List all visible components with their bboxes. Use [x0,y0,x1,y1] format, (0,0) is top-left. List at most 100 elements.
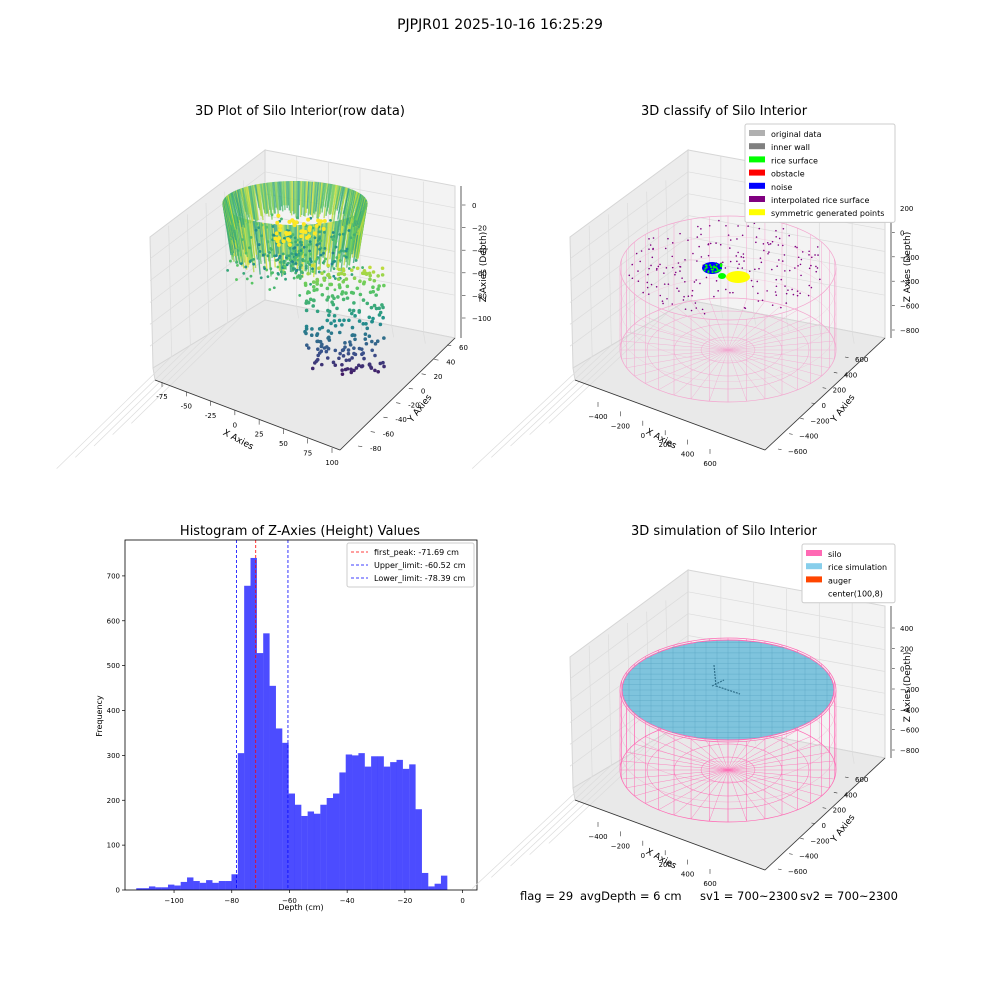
raw-point [319,283,324,288]
raw-point [245,277,249,281]
raw-surface-strip [246,219,253,257]
classify-silo-base-spoke [645,316,729,351]
classify-interpolated-point [659,294,662,297]
raw-point [308,240,312,244]
raw-point [229,259,232,263]
raw-point [341,268,346,273]
classify-interpolated-point [778,237,781,240]
classify-legend-swatch [749,209,765,216]
classify-interpolated-point [808,267,811,270]
classify-rice-surface-point [705,264,708,267]
raw-point [340,323,344,327]
raw-point [312,231,317,236]
raw-surface-strip [303,181,306,216]
histogram-bar [371,756,378,890]
raw-point [318,242,321,245]
raw-surface-strip [314,223,318,275]
raw-point [292,247,295,250]
raw-point [266,240,270,244]
classify-interpolated-point [788,234,790,237]
classify-interpolated-point [729,291,731,294]
classify-silo-base-spoke [727,340,835,351]
raw-surface-strip [318,182,323,217]
raw-point [353,314,357,318]
classify-interpolated-point [691,294,693,297]
raw-point [306,217,311,222]
raw-point [341,279,346,284]
classify-interpolated-point [676,287,678,290]
raw-surface-strip [326,221,332,267]
simulation-auger-line [711,679,725,687]
classify-interpolated-point [715,280,718,282]
raw-point [242,271,246,275]
raw-point [325,356,330,360]
classify-rice-surface-point [720,263,723,266]
raw-point [341,297,346,302]
raw-surface-strip [239,188,248,224]
classify-interpolated-point [744,307,747,310]
raw-point [263,267,267,271]
raw-point [335,256,339,259]
raw-z-tick-label: 0 [472,202,476,210]
raw-point [352,233,356,237]
classify-silo-base-spoke [727,309,798,351]
histogram-y-tick-label: 500 [107,662,120,670]
classify-interpolated-point [717,290,719,292]
raw-point [313,236,317,240]
raw-point [365,326,370,331]
raw-y-tick [408,387,414,390]
raw-point [354,366,359,370]
classify-legend: original data inner wall rice surface obsta… [744,123,896,223]
classify-rice-surface-point [719,264,722,267]
raw-surface-strip [258,183,264,221]
raw-point [310,366,315,371]
raw-point [340,372,345,376]
simulation-gridline [588,645,593,777]
raw-point [371,289,376,294]
classify-interpolated-point [816,267,819,269]
classify-y-tick-label: 200 [833,387,846,395]
histogram-bar [402,768,410,890]
raw-point [314,223,319,228]
raw-surface-strip [288,181,291,211]
classify-interpolated-point [665,267,668,269]
classify-interpolated-point [692,252,694,255]
classify-interpolated-point [642,291,644,294]
raw-point [283,236,286,240]
classify-silo-base-spoke [727,332,830,351]
histogram-bar [142,888,150,890]
raw-surface-strip [283,181,286,211]
simulation-y-axis-line [764,757,886,871]
classify-interpolated-point [635,252,638,255]
raw-y-tick-label: 20 [434,373,443,381]
classify-interpolated-point [708,224,711,227]
classify-interpolated-point [666,297,668,300]
raw-point [348,343,353,347]
raw-surface-strip [335,185,342,210]
classify-interpolated-point [782,227,785,230]
raw-surface-strip [320,182,325,209]
histogram-bar [161,887,169,890]
histogram-bar [269,685,276,890]
raw-surface-strip [348,191,357,224]
classify-interpolated-point [814,254,816,256]
classify-interpolated-point [763,249,765,252]
histogram-x-tick-label: −80 [224,897,239,905]
raw-point [371,316,375,321]
simulation-silo-base-spoke [690,769,729,819]
raw-point [302,245,306,249]
classify-interpolated-point [736,238,738,240]
classify-interpolated-point [719,243,722,246]
raw-point [312,288,316,293]
raw-surface-strip [245,218,253,260]
classify-silo-base-spoke [727,316,811,351]
raw-point [306,260,310,264]
classify-interpolated-point [655,285,658,288]
simulation-silo-base-spoke [634,743,729,771]
classify-interpolated-point [674,271,677,274]
raw-surface-strip [344,188,352,217]
raw-point [325,318,330,323]
classify-gridline [786,318,789,332]
simulation-plot-title: 3D simulation of Silo Interior [631,524,817,539]
